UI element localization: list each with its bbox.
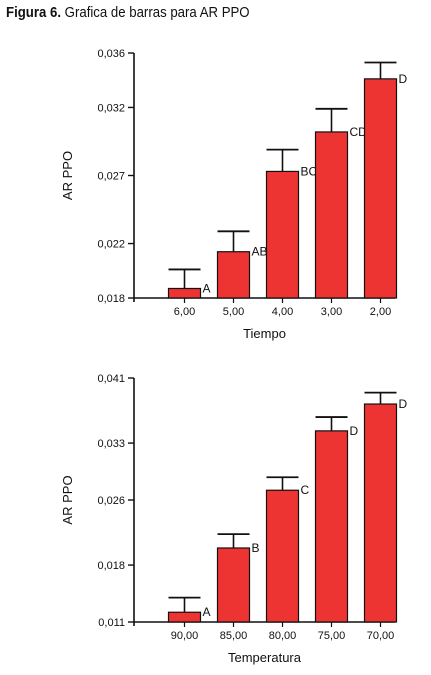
y-axis-title: AR PPO <box>60 475 75 524</box>
y-tick-label: 0,041 <box>97 373 125 385</box>
significance-letter: AB <box>252 245 268 259</box>
bar <box>216 251 251 299</box>
x-tick-label: 85,00 <box>220 630 248 642</box>
figure-caption: Figura 6. Grafica de barras para AR PPO <box>6 4 250 21</box>
bar <box>167 611 202 623</box>
significance-letter: D <box>399 72 408 86</box>
x-tick-label: 2,00 <box>370 306 391 318</box>
bar <box>216 547 251 623</box>
bar <box>363 403 398 623</box>
x-tick-label: 90,00 <box>171 630 199 642</box>
bar <box>314 430 349 623</box>
bar <box>265 170 300 299</box>
y-tick-label: 0,026 <box>97 495 125 507</box>
significance-letter: BC <box>301 164 318 178</box>
significance-letter: A <box>203 281 211 295</box>
x-tick-label: 5,00 <box>223 306 244 318</box>
x-tick-label: 4,00 <box>272 306 293 318</box>
bar <box>265 489 300 623</box>
y-axis-title: AR PPO <box>60 151 75 200</box>
y-tick-label: 0,036 <box>97 48 125 60</box>
x-tick-label: 3,00 <box>321 306 342 318</box>
y-tick-label: 0,022 <box>97 239 125 251</box>
y-tick-label: 0,011 <box>98 617 125 629</box>
x-axis-title: Temperatura <box>228 650 302 665</box>
significance-letter: D <box>350 424 359 438</box>
x-tick-label: 80,00 <box>269 630 297 642</box>
significance-letter: CD <box>350 125 368 139</box>
bar <box>363 78 398 299</box>
bar <box>314 131 349 299</box>
x-axis-title: Tiempo <box>243 326 286 341</box>
y-tick-label: 0,033 <box>97 438 125 450</box>
significance-letter: B <box>252 541 260 555</box>
figure-caption-text: Grafica de barras para AR PPO <box>64 4 250 21</box>
y-tick-label: 0,018 <box>97 293 125 305</box>
significance-letter: C <box>301 483 310 497</box>
x-tick-label: 70,00 <box>367 630 395 642</box>
significance-letter: D <box>399 397 408 411</box>
significance-letter: A <box>203 605 211 619</box>
x-tick-label: 75,00 <box>318 630 346 642</box>
y-tick-label: 0,018 <box>97 560 125 572</box>
x-tick-label: 6,00 <box>174 306 195 318</box>
y-tick-label: 0,032 <box>97 102 125 114</box>
bar <box>167 287 202 299</box>
figure-caption-label: Figura 6. <box>6 4 62 21</box>
y-tick-label: 0,027 <box>97 171 125 183</box>
